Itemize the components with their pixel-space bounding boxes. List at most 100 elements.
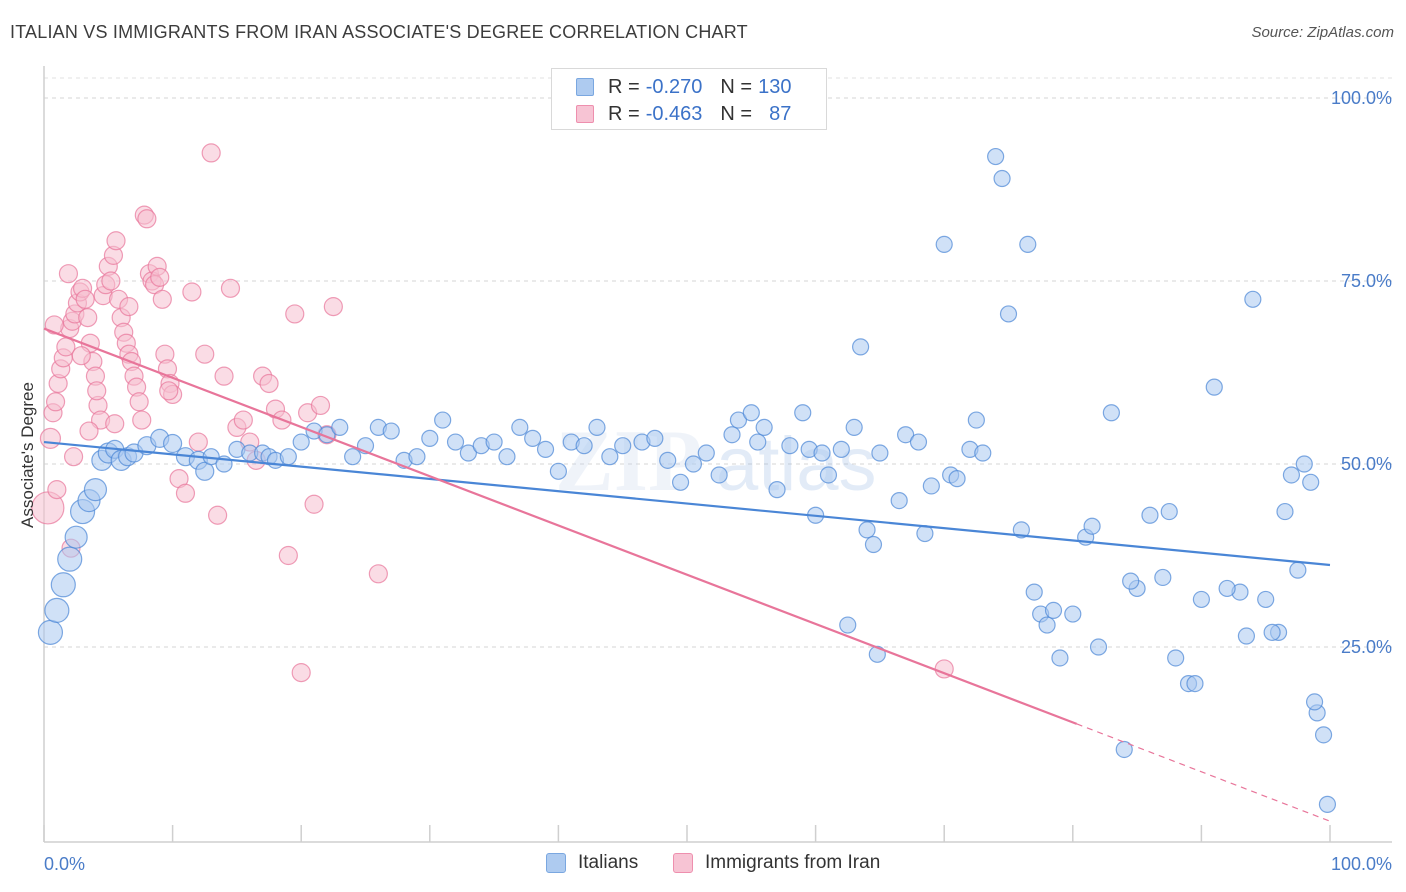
point-italians [1237,627,1256,645]
point-italians [646,429,664,447]
point-iran [208,505,228,525]
y-axis-label: Associate's Degree [18,382,37,528]
point-italians [588,418,606,436]
point-iran [323,297,343,317]
point-iran [87,381,107,401]
series-italians [37,147,1337,813]
point-iran [58,264,79,284]
point-italians [967,411,985,429]
point-italians [839,616,857,634]
point-italians [601,448,619,466]
point-italians [1289,561,1307,579]
point-italians [845,418,863,436]
point-iran [304,494,324,514]
point-italians [1305,693,1324,711]
point-italians [1141,506,1159,524]
point-italians [1186,674,1204,693]
point-italians [909,433,928,451]
point-iran [63,447,84,467]
bottom-legend-iran: Immigrants from Iran [673,852,880,874]
point-italians [575,437,593,455]
point-italians [922,477,940,495]
point-iran [105,414,125,434]
legend: R = -0.270 N = 130 R = -0.463 N = 87 [551,68,827,130]
chart-title: ITALIAN VS IMMIGRANTS FROM IRAN ASSOCIAT… [10,22,748,42]
bottom-legend-italians: Italians [546,852,638,874]
axes [43,66,1392,843]
bottom-legend-label-italians: Italians [578,852,639,873]
point-iran [150,267,170,287]
point-italians [421,429,439,447]
legend-row-italians: R = -0.270 N = 130 [576,75,791,99]
point-italians [1218,579,1236,598]
legend-swatch-italians [576,78,594,96]
point-italians [511,418,529,436]
bottom-legend: Italians Immigrants from Iran [0,852,1406,878]
x-tick-label-max: 100.0% [1331,854,1392,874]
point-italians [1192,590,1211,609]
point-italians [1282,466,1301,484]
series-iran [31,143,954,683]
point-iran [278,545,298,566]
point-italians [749,433,767,451]
point-iran [214,366,234,386]
point-italians [897,426,915,444]
point-iran [78,308,98,328]
point-italians [697,444,715,462]
point-italians [684,455,703,473]
point-italians [794,404,812,422]
y-tick-label: 50.0% [1341,454,1392,474]
legend-r-value: -0.463 [645,102,703,125]
point-italians [1102,404,1120,422]
point-italians [279,448,297,466]
point-italians [819,466,838,484]
point-iran [259,373,279,394]
point-italians [768,481,786,499]
watermark-atlas: atlas [716,422,877,507]
point-iran [39,427,62,449]
point-italians [344,448,362,466]
point-italians [536,440,555,458]
point-iran [137,209,157,229]
point-italians [524,429,542,447]
point-iran [291,663,311,683]
trend-lines [43,327,1331,822]
point-italians [408,448,426,466]
bottom-legend-label-iran: Immigrants from Iran [705,852,881,873]
point-iran [75,289,95,309]
point-iran [220,278,241,298]
point-italians [813,444,831,462]
point-italians [37,619,64,645]
point-iran [201,143,221,163]
bottom-legend-swatch-iran [673,853,693,873]
point-italians [993,169,1011,188]
point-italians [1083,517,1101,535]
point-italians [1038,616,1056,634]
point-italians [742,404,760,422]
gridlines [44,77,1392,648]
point-italians [498,448,516,466]
chart-source: Source: ZipAtlas.com [1251,24,1394,41]
trend-line-italians [43,440,1331,567]
point-italians [832,440,850,458]
point-italians [1044,601,1063,620]
trend-line-iran-extension [1076,723,1331,822]
point-italians [1244,290,1262,308]
legend-n-label: N = [720,75,753,98]
watermark: ZIP atlas [555,413,877,510]
y-tick-label: 25.0% [1341,637,1392,657]
point-italians [459,444,477,462]
point-italians [1263,623,1281,641]
point-iran [106,231,126,251]
point-iran [132,410,152,430]
point-italians [1160,502,1178,521]
point-italians [864,535,883,554]
point-italians [434,411,452,429]
point-iran [233,410,253,430]
point-italians [292,433,310,451]
point-italians [1025,583,1043,601]
point-italians [729,411,748,429]
point-italians [1089,638,1108,656]
point-italians [723,426,741,444]
